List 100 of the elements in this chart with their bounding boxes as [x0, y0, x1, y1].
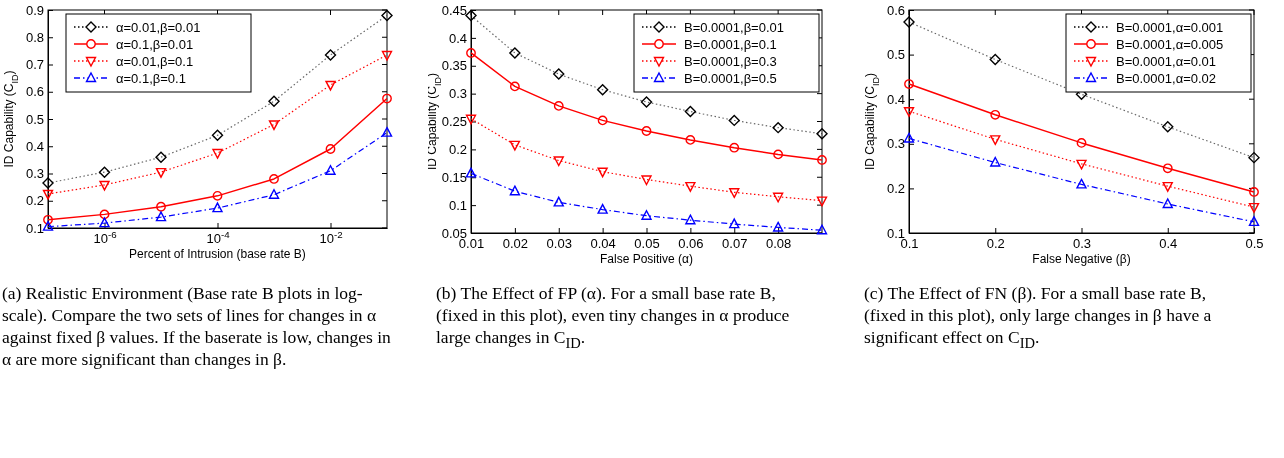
point: [465, 167, 477, 178]
point: [509, 81, 520, 92]
point: [381, 50, 393, 61]
point: [325, 165, 336, 175]
point: [381, 126, 393, 137]
x-axis-title: False Negative (β): [1032, 252, 1131, 266]
point: [1076, 138, 1087, 148]
legend-label: B=0.0001,α=0.02: [1116, 70, 1217, 86]
x-tick-label: 0.08: [765, 236, 792, 252]
point: [509, 47, 521, 59]
point: [772, 221, 784, 232]
point: [641, 210, 652, 220]
point: [903, 132, 915, 143]
x-tick-label: 0.5: [1245, 236, 1264, 252]
y-tick-label: 0.6: [25, 84, 44, 100]
point: [553, 68, 565, 80]
point: [381, 9, 393, 22]
y-tick-label: 0.45: [441, 2, 467, 18]
point: [990, 156, 1001, 167]
point: [98, 166, 111, 178]
y-tick-label: 0.4: [448, 30, 467, 46]
legend-label: α=0.1,β=0.1: [116, 70, 186, 86]
point: [1076, 159, 1087, 170]
x-tick-label: 0.03: [546, 236, 572, 252]
point: [597, 203, 608, 214]
y-tick-label: 0.2: [25, 193, 44, 209]
point: [509, 140, 521, 151]
point: [641, 126, 652, 136]
point: [903, 16, 915, 28]
point: [729, 142, 740, 153]
point: [42, 189, 54, 200]
point: [268, 95, 280, 107]
x-tick-label: 10$^{-6}$: [93, 228, 117, 247]
legend-label: B=0.0001,α=0.001: [1116, 19, 1224, 35]
point: [1248, 151, 1260, 164]
point: [325, 80, 336, 91]
text: (c) The Effect of FN (β). For a small base rate B, (fixed in this plot), only large changes in β have a significant effect on C$_{ID}$.: [864, 282, 1213, 353]
point: [99, 180, 110, 191]
point: [1248, 202, 1260, 213]
y-tick-label: 0.2: [886, 181, 905, 197]
point: [268, 120, 280, 131]
point: [904, 79, 914, 89]
point: [509, 185, 521, 196]
legend-label: B=0.0001,α=0.01: [1116, 53, 1217, 69]
y-tick-label: 0.3: [25, 166, 44, 182]
point: [466, 48, 476, 58]
point: [729, 218, 740, 229]
x-tick-label: 0.04: [590, 236, 616, 252]
point: [685, 214, 696, 225]
point: [324, 49, 337, 61]
point: [268, 189, 280, 199]
point: [684, 105, 697, 118]
point: [596, 84, 609, 96]
point: [212, 148, 223, 159]
point: [640, 96, 653, 108]
point: [211, 129, 224, 142]
x-tick-label: 0.02: [502, 236, 529, 252]
point: [597, 167, 608, 178]
x-tick-label: 10$^{-4}$: [206, 228, 231, 247]
point: [155, 167, 167, 178]
point: [1076, 178, 1087, 189]
point: [269, 174, 279, 184]
point: [155, 151, 167, 163]
point: [816, 128, 828, 140]
x-tick-label: 10$^{-2}$: [319, 228, 343, 247]
x-tick-label: 0.2: [986, 236, 1005, 252]
point: [212, 202, 223, 213]
text: (b) The Effect of FP (α). For a small base rate B, (fixed in this plot), even tiny changes in α produce large changes in C$_{ID}$.: [436, 282, 791, 353]
y-tick-label: 0.5: [25, 111, 44, 127]
point: [990, 109, 1001, 120]
legend-label: B=0.0001,β=0.1: [684, 36, 777, 52]
legend-label: B=0.0001,α=0.005: [1116, 36, 1224, 52]
y-tick-label: 0.9: [25, 2, 44, 18]
x-tick-label: 0.4: [1159, 236, 1178, 252]
y-tick-label: 0.1: [448, 197, 467, 213]
point: [685, 181, 696, 192]
y-tick-label: 0.25: [441, 114, 467, 130]
y-tick-label: 0.4: [25, 138, 44, 154]
y-tick-label: 0.6: [886, 2, 905, 18]
point: [99, 217, 110, 228]
legend-label: α=0.01,β=0.1: [116, 53, 194, 69]
point: [729, 188, 740, 198]
x-axis-title: False Positive (α): [600, 252, 693, 266]
point: [903, 107, 915, 117]
legend-label: B=0.0001,β=0.5: [684, 70, 777, 86]
point: [1249, 187, 1259, 197]
point: [1248, 216, 1260, 227]
point: [816, 224, 828, 235]
point: [1162, 163, 1173, 174]
x-tick-label: 0.07: [722, 236, 748, 252]
legend-label: α=0.1,β=0.01: [116, 36, 194, 52]
y-tick-label: 0.2: [448, 142, 467, 158]
y-tick-label: 0.8: [25, 29, 44, 45]
text: (a) Realistic Environment (Base rate B plots in log-scale). Compare the two sets of lines for changes in α against fixed β values. If the baserate is low, changes in α are more significant than changes in β.: [2, 282, 392, 370]
x-tick-label: 0.06: [678, 236, 704, 252]
y-tick-label: 0.4: [886, 91, 905, 107]
point: [728, 114, 740, 127]
point: [772, 192, 784, 203]
point: [155, 211, 167, 222]
point: [212, 190, 223, 201]
